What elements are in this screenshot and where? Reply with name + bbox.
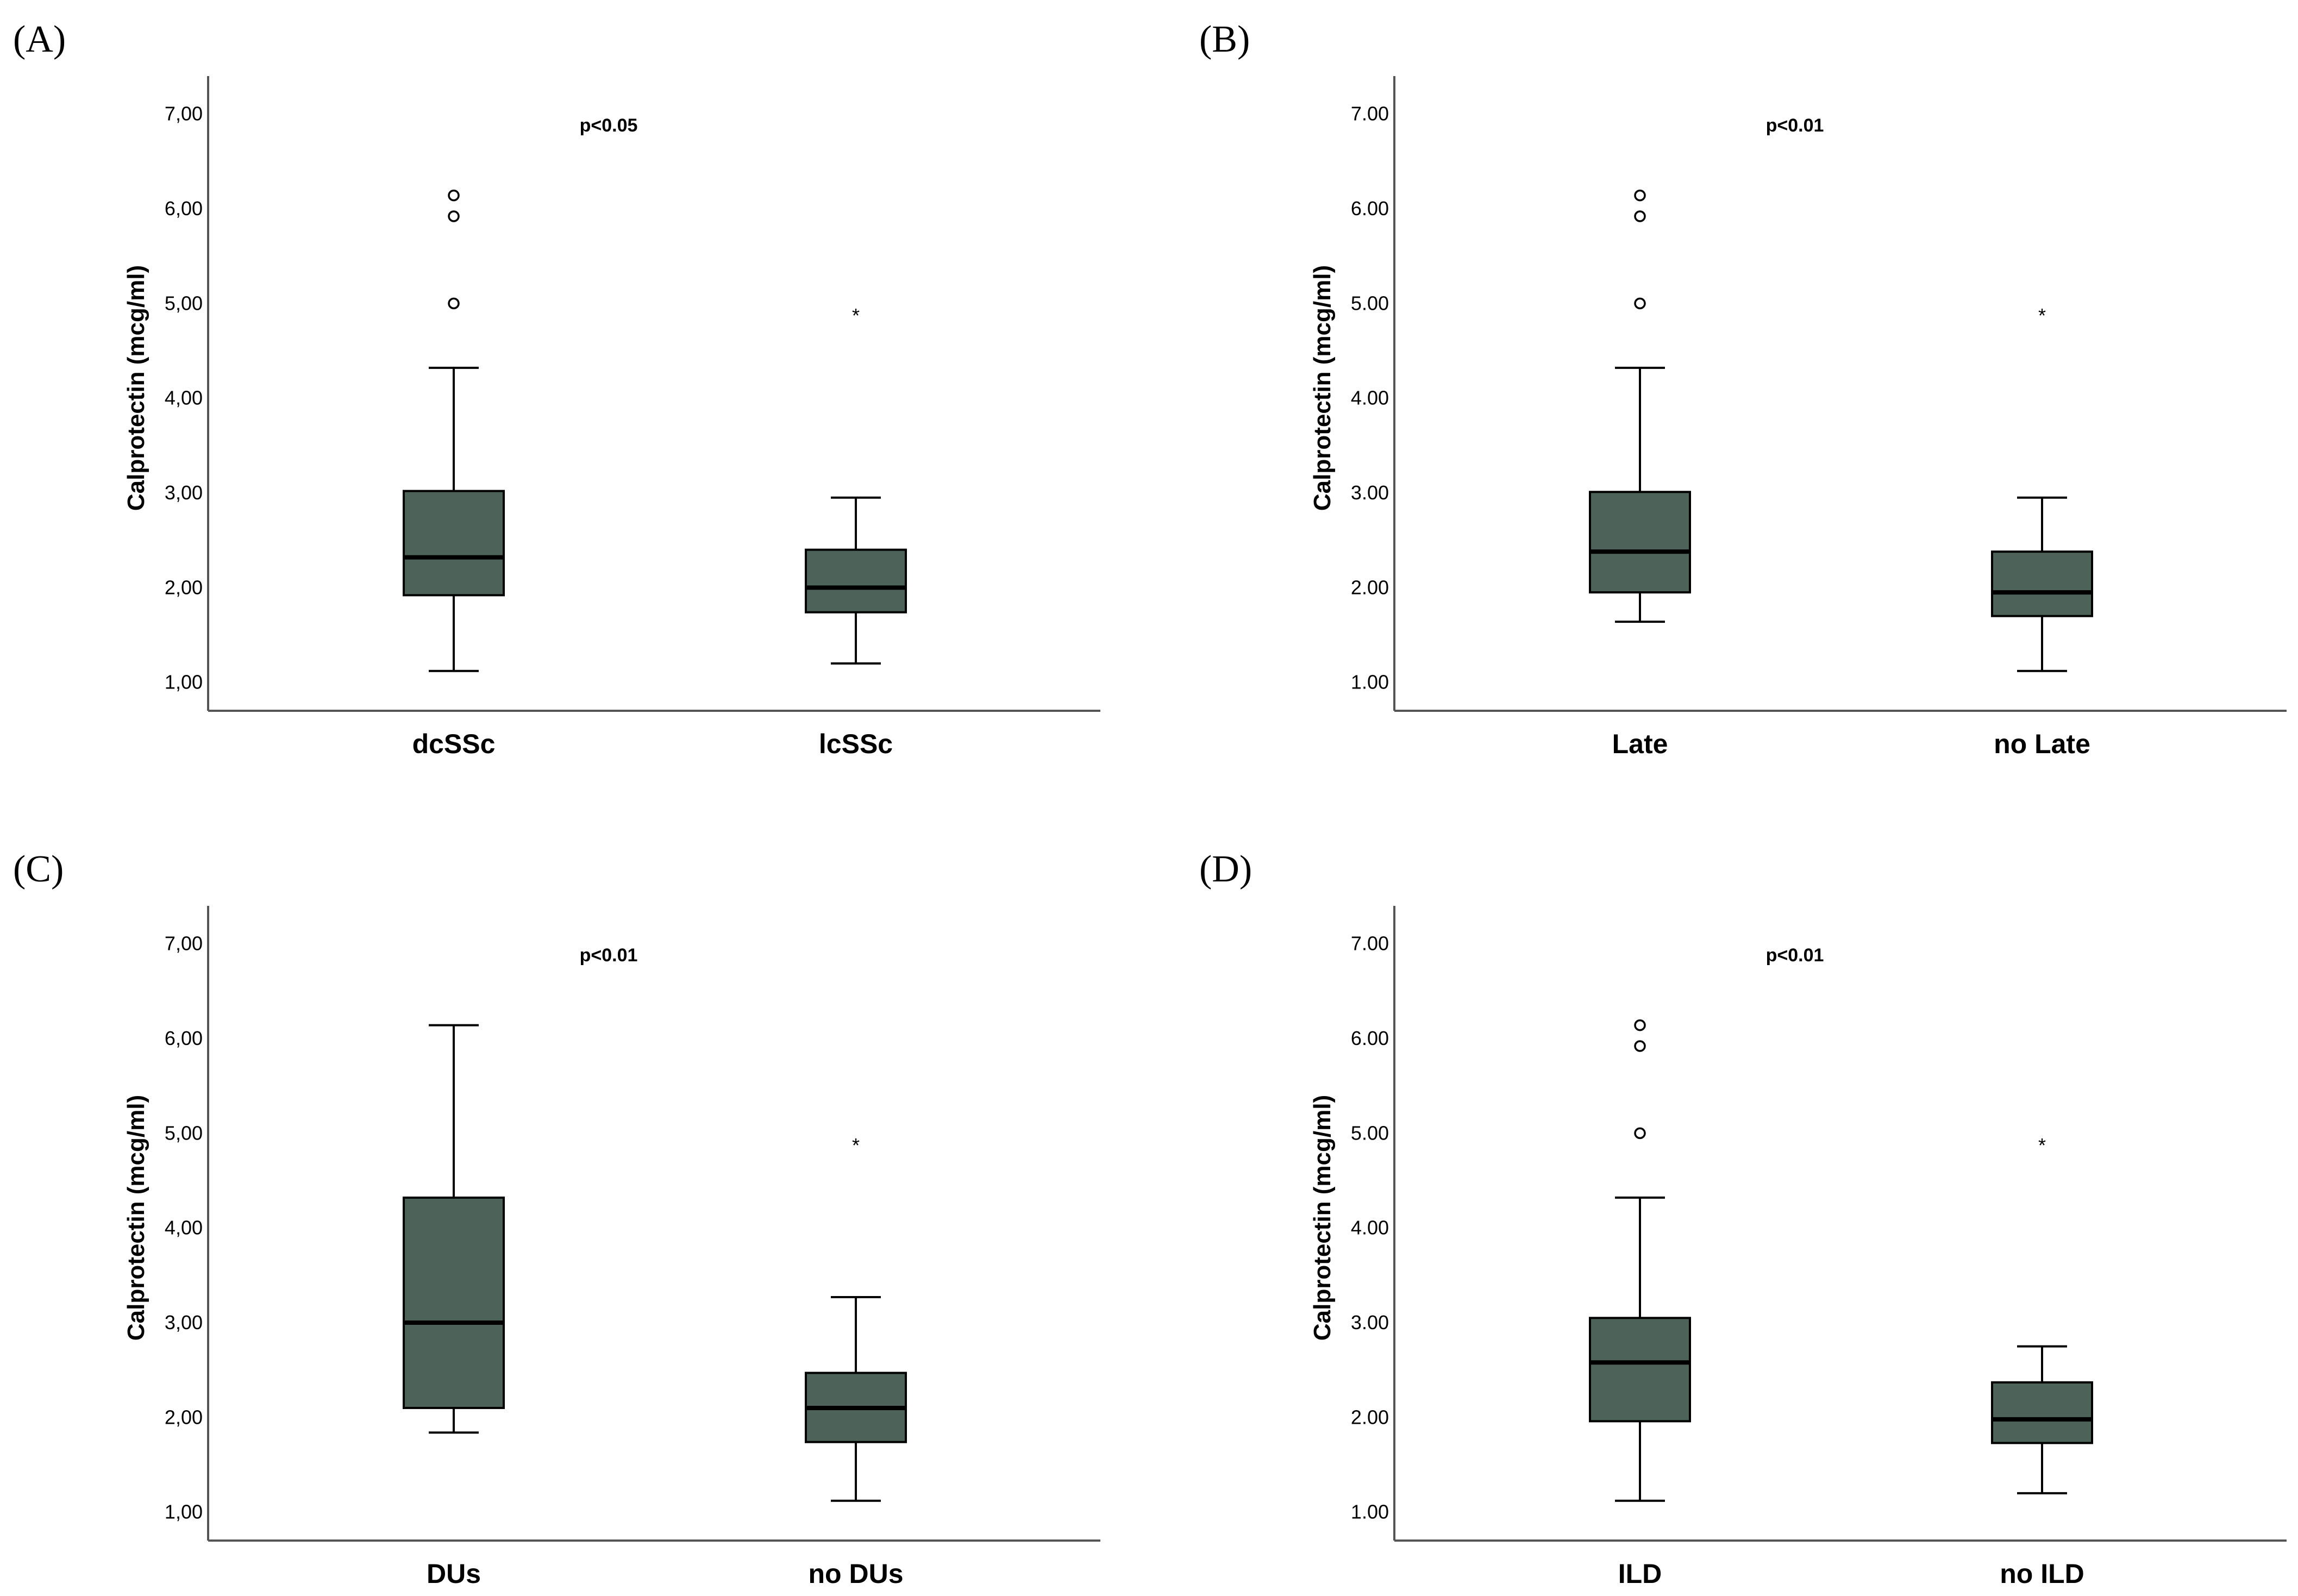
y-tick-label: 7.00 [1351, 932, 1389, 955]
panel-label: (C) [13, 848, 64, 890]
box-group-2: * no ILD [1991, 1134, 2093, 1589]
y-tick-label: 7,00 [165, 932, 203, 955]
iqr-box [805, 548, 907, 614]
box-group-2: * no DUs [805, 1134, 907, 1589]
y-tick-label: 7,00 [165, 103, 203, 125]
y-tick-label: 3,00 [165, 1311, 203, 1334]
y-tick-label: 1.00 [1351, 1501, 1389, 1523]
outlier-point [448, 297, 460, 310]
p-value-annotation: p<0.01 [580, 945, 638, 966]
y-tick-label: 5,00 [165, 292, 203, 314]
x-category-label: ILD [1618, 1559, 1662, 1589]
chart-panel-2: (B) 1.00 2.00 3.00 4.00 5.00 6.00 7.00 Calprotec… [1199, 18, 2287, 759]
outlier-point [1634, 189, 1646, 202]
box-group-1: ILD [1589, 1019, 1691, 1589]
iqr-box [403, 1196, 505, 1409]
panel-label: (D) [1199, 848, 1252, 890]
y-tick-label: 4.00 [1351, 387, 1389, 409]
y-tick-label: 2,00 [165, 576, 203, 598]
y-tick-label: 1,00 [165, 671, 203, 693]
iqr-box [403, 490, 505, 597]
y-tick-label: 6,00 [165, 197, 203, 220]
x-category-label: dcSSc [412, 729, 496, 759]
y-tick-label: 3,00 [165, 481, 203, 504]
y-tick-label: 1,00 [165, 1501, 203, 1523]
box-group-1: Late [1589, 189, 1691, 759]
chart-panel-1: (A) 1,00 2,00 3,00 4,00 5,00 6,00 7,00 Calprotec… [13, 18, 1100, 759]
y-tick-label: 2.00 [1351, 576, 1389, 598]
outlier-point [1634, 297, 1646, 310]
x-category-label: Late [1612, 729, 1668, 759]
y-tick-label: 1.00 [1351, 671, 1389, 693]
x-category-label: no DUs [809, 1559, 904, 1589]
extreme-point: * [2038, 304, 2046, 327]
outlier-point [1634, 1040, 1646, 1052]
y-tick-label: 5.00 [1351, 1122, 1389, 1144]
y-axis-title: Calprotectin (mcg/ml) [1309, 265, 1336, 511]
box-group-2: * no Late [1991, 304, 2093, 759]
y-tick-label: 2.00 [1351, 1406, 1389, 1428]
outlier-point [1634, 1127, 1646, 1140]
y-tick-label: 3.00 [1351, 481, 1389, 504]
y-tick-label: 6.00 [1351, 197, 1389, 220]
panel-label: (A) [13, 18, 66, 60]
iqr-box [1589, 1317, 1691, 1423]
chart-panel-4: (D) 1.00 2.00 3.00 4.00 5.00 6.00 7.00 Calprotec… [1199, 848, 2287, 1589]
panel-label: (B) [1199, 18, 1250, 60]
extreme-point: * [2038, 1134, 2046, 1156]
outlier-point [448, 210, 460, 222]
y-tick-label: 4,00 [165, 387, 203, 409]
y-tick-label: 5,00 [165, 1122, 203, 1144]
outlier-point [448, 189, 460, 202]
iqr-box [1991, 550, 2093, 617]
y-tick-label: 3.00 [1351, 1311, 1389, 1334]
x-category-label: lcSSc [819, 729, 893, 759]
y-tick-label: 4,00 [165, 1217, 203, 1239]
p-value-annotation: p<0.01 [1766, 115, 1824, 136]
y-tick-label: 4.00 [1351, 1217, 1389, 1239]
iqr-box [1991, 1381, 2093, 1444]
y-tick-label: 7.00 [1351, 103, 1389, 125]
x-category-label: no Late [1994, 729, 2090, 759]
box-group-1: DUs [403, 1024, 505, 1589]
box-group-2: * lcSSc [805, 304, 907, 759]
y-axis-title: Calprotectin (mcg/ml) [123, 1095, 149, 1341]
extreme-point: * [852, 304, 860, 327]
outlier-point [1634, 1019, 1646, 1031]
y-tick-label: 6.00 [1351, 1027, 1389, 1049]
y-axis-title: Calprotectin (mcg/ml) [1309, 1095, 1336, 1341]
box-group-1: dcSSc [403, 189, 505, 759]
outlier-point [1634, 210, 1646, 222]
iqr-box [1589, 491, 1691, 594]
x-category-label: no ILD [2000, 1559, 2084, 1589]
p-value-annotation: p<0.01 [1766, 945, 1824, 966]
chart-panel-3: (C) 1,00 2,00 3,00 4,00 5,00 6,00 7,00 Calprotec… [13, 848, 1100, 1589]
y-axis-title: Calprotectin (mcg/ml) [123, 265, 149, 511]
x-category-label: DUs [427, 1559, 481, 1589]
y-tick-label: 6,00 [165, 1027, 203, 1049]
y-tick-label: 5.00 [1351, 292, 1389, 314]
p-value-annotation: p<0.05 [580, 115, 638, 136]
extreme-point: * [852, 1134, 860, 1156]
y-tick-label: 2,00 [165, 1406, 203, 1428]
